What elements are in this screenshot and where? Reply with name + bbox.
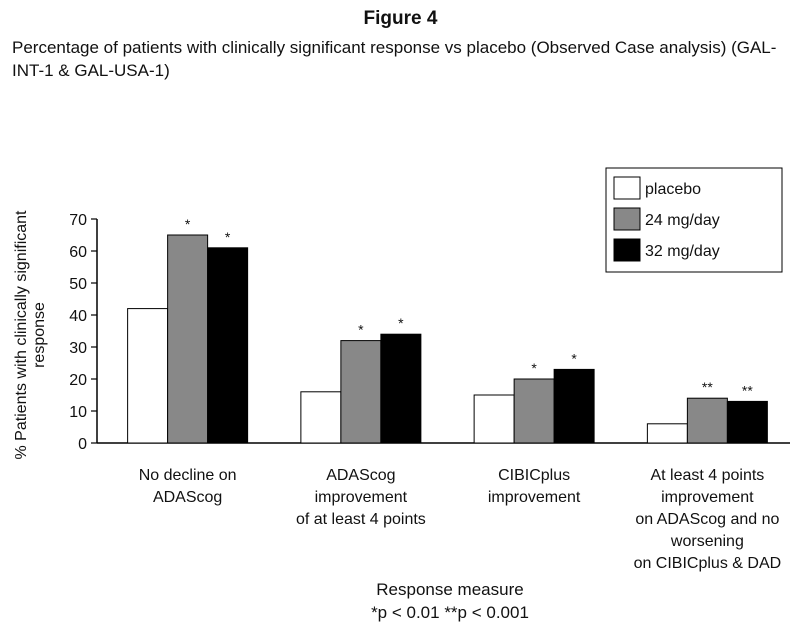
- bar-32-mg-day: [553, 368, 595, 444]
- category-label: At least 4 points improvement on ADAScog a…: [634, 467, 782, 572]
- legend-label: 32 mg/day: [645, 243, 720, 260]
- y-tick-label: 10: [69, 404, 87, 421]
- legend-swatch: [613, 176, 641, 200]
- y-tick-label: 50: [69, 276, 87, 293]
- y-tick-label: 0: [78, 436, 87, 453]
- bar-24-mg-day: [340, 340, 382, 444]
- chart-bars: *** ***** **: [127, 216, 768, 444]
- bar-24-mg-day: [513, 378, 555, 444]
- y-tick-label: 30: [69, 340, 87, 357]
- bar-placebo: [646, 423, 688, 444]
- significance-marker: **: [702, 379, 713, 395]
- legend: placebo 24 mg/day 32 mg/day: [605, 167, 783, 273]
- bar-placebo: [300, 391, 342, 444]
- significance-marker: **: [742, 382, 753, 398]
- legend-swatch: [613, 238, 641, 262]
- category-label: CIBICplus improvement: [488, 467, 581, 506]
- bar-placebo: [127, 308, 169, 444]
- bar-32-mg-day: [380, 333, 422, 444]
- significance-marker: *: [571, 350, 577, 366]
- significance-marker: *: [398, 315, 404, 331]
- bar-24-mg-day: [686, 397, 728, 444]
- footnote: *p < 0.01 **p < 0.001: [371, 603, 529, 622]
- figure-label: Figure 4: [363, 8, 438, 29]
- bar-24-mg-day: [167, 234, 209, 444]
- x-axis-label: Response measure: [376, 580, 524, 599]
- bar-placebo: [473, 394, 515, 444]
- significance-marker: *: [531, 360, 537, 376]
- legend-label: 24 mg/day: [645, 212, 720, 229]
- significance-marker: *: [358, 322, 364, 338]
- y-tick-label: 60: [69, 244, 87, 261]
- category-labels: No decline on ADAScog ADAScog improvement of…: [139, 467, 781, 572]
- y-tick-label: 20: [69, 372, 87, 389]
- chart-title: Percentage of patients with clinically s…: [12, 38, 777, 80]
- category-label: No decline on ADAScog: [139, 467, 237, 506]
- legend-label: placebo: [645, 181, 701, 198]
- y-tick-label: 70: [69, 212, 87, 229]
- y-tick-label: 40: [69, 308, 87, 325]
- significance-marker: *: [225, 229, 231, 245]
- legend-swatch: [613, 207, 641, 231]
- category-label: ADAScog improvement of at least 4 points: [296, 467, 426, 528]
- bar-32-mg-day: [207, 247, 249, 444]
- bar-32-mg-day: [726, 400, 768, 444]
- y-axis-label: % Patients with clinically significantre…: [13, 210, 48, 460]
- significance-marker: *: [185, 216, 191, 232]
